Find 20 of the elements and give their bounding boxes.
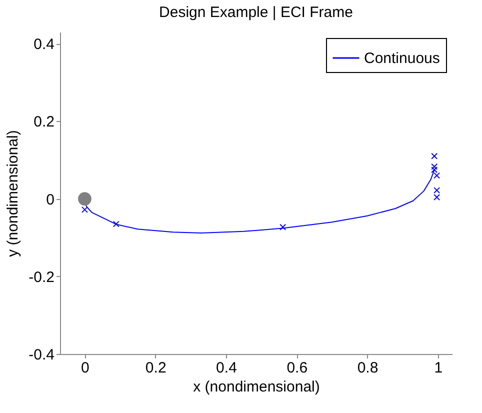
x-tick-label: 0 bbox=[81, 360, 90, 376]
x-tick-label: 0.8 bbox=[357, 360, 378, 376]
y-tick-label: 0.4 bbox=[34, 36, 54, 54]
x-tick-label: 0.6 bbox=[286, 360, 308, 376]
y-axis-title: y (nondimensional) bbox=[4, 130, 22, 257]
point bbox=[280, 224, 286, 230]
point bbox=[81, 206, 88, 213]
point bbox=[112, 220, 120, 228]
chart-title: Design Example | ECI Frame bbox=[159, 4, 353, 21]
x-tick-label: 0.4 bbox=[216, 360, 237, 376]
point bbox=[78, 192, 92, 206]
x-axis-title: x (nondimensional) bbox=[193, 378, 320, 396]
x-tick-label: 1 bbox=[434, 360, 443, 376]
point bbox=[431, 152, 438, 160]
x-tick-label: 0.2 bbox=[145, 360, 166, 376]
y-tick-label: -0.4 bbox=[28, 346, 54, 364]
legend-label: Continuous bbox=[364, 50, 440, 67]
y-tick-label: 0.2 bbox=[34, 114, 54, 131]
y-tick-label: -0.2 bbox=[28, 268, 54, 286]
y-tick-label: 0 bbox=[46, 191, 54, 208]
